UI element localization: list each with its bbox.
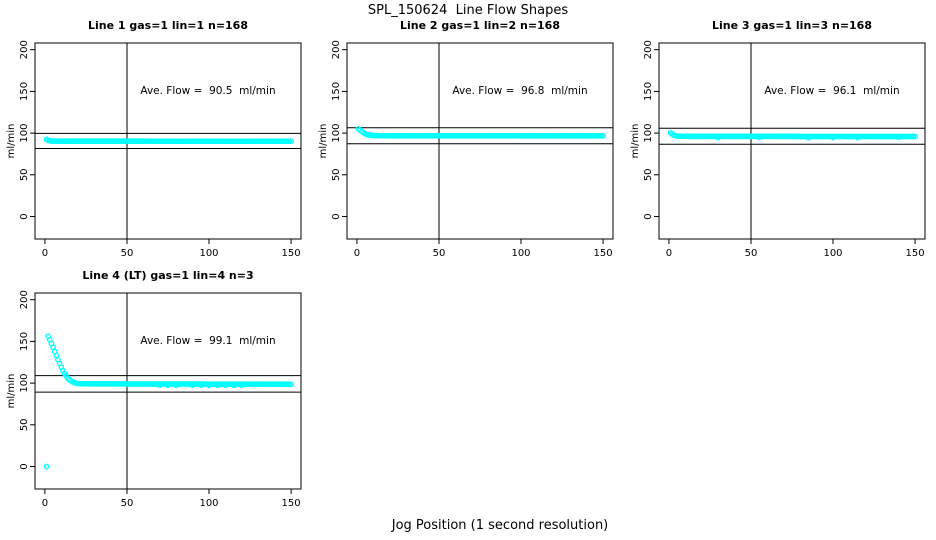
data-point [805,134,812,141]
data-point [288,138,294,145]
plot-panel-line-3: Line 3 gas=1 lin=3 n=168 0 50 100 150 0 50 100… [624,18,936,270]
data-point [214,382,221,389]
plot-panel-line-2: Line 2 gas=1 lin=2 n=168 0 50 100 150 0 50 100… [312,18,624,270]
x-tick-label: 50 [745,248,758,259]
x-tick-label: 0 [42,248,48,259]
data-point [197,382,204,389]
panel-plot-svg: 0 50 100 150 0 50 100 150 200 ml/min [6,290,302,509]
x-tick-label: 50 [121,248,134,259]
plot-box [346,42,614,240]
data-point [189,382,196,389]
data-points [43,136,294,145]
y-tick-label: 50 [19,418,30,431]
y-axis-unit-label: ml/min [318,124,329,159]
x-tick-label: 150 [282,498,301,509]
ave-flow-annotation: Ave. Flow = 99.1 ml/min [140,335,276,347]
data-point [43,463,50,470]
y-tick-label: 50 [19,168,30,181]
data-point [854,134,861,141]
x-tick-label: 100 [823,248,842,259]
data-point [912,133,918,140]
x-tick-label: 150 [594,248,613,259]
y-tick-label: 150 [19,332,30,351]
y-tick-label: 50 [331,168,342,181]
x-tick-label: 0 [354,248,360,259]
panel-plot-svg: 0 50 100 150 0 50 100 150 200 ml/min [318,40,614,259]
y-tick-label: 100 [19,374,30,393]
plot-box [658,42,926,240]
x-tick-label: 150 [282,248,301,259]
y-axis-unit-label: ml/min [6,374,17,409]
x-tick-label: 50 [433,248,446,259]
y-axis-unit-label: ml/min [630,124,641,159]
x-tick-label: 100 [199,498,218,509]
data-point [206,382,212,389]
plot-panel-line-4: Line 4 (LT) gas=1 lin=4 n=3 0 50 100 150 0 50… [0,268,312,520]
x-axis-label: Jog Position (1 second resolution) [391,518,609,533]
panel-title: Line 4 (LT) gas=1 lin=4 n=3 [82,269,254,282]
data-point [715,134,721,141]
ave-flow-annotation: Ave. Flow = 90.5 ml/min [140,85,276,97]
data-points [43,333,294,470]
y-tick-label: 100 [643,124,654,143]
plot-box [34,42,302,240]
y-tick-label: 0 [19,463,30,469]
data-point [156,382,163,388]
data-point [288,381,294,388]
x-tick-label: 0 [42,498,48,509]
data-point [830,134,836,141]
y-tick-label: 50 [643,168,654,181]
x-tick-label: 50 [121,498,134,509]
panel-title: Line 3 gas=1 lin=3 n=168 [711,19,872,32]
panel-title: Line 2 gas=1 lin=2 n=168 [399,19,560,32]
y-tick-label: 100 [19,124,30,143]
y-tick-label: 0 [643,213,654,219]
y-tick-label: 150 [331,82,342,101]
y-tick-label: 100 [331,124,342,143]
y-tick-label: 0 [19,213,30,219]
panel-title: Line 1 gas=1 lin=1 n=168 [87,19,248,32]
plot-panel-line-1: Line 1 gas=1 lin=1 n=168 0 50 100 150 0 50 100… [0,18,312,270]
data-point [600,133,606,139]
data-point [222,382,229,389]
data-point [895,134,902,141]
ave-flow-annotation: Ave. Flow = 96.8 ml/min [452,85,588,97]
y-tick-label: 200 [331,40,342,59]
y-tick-label: 200 [643,40,654,59]
x-tick-label: 150 [906,248,925,259]
figure-title: SPL_150624 Line Flow Shapes [367,3,569,18]
data-point [165,382,171,389]
ave-flow-annotation: Ave. Flow = 96.1 ml/min [764,85,900,97]
panel-plot-svg: 0 50 100 150 0 50 100 150 200 ml/min [6,40,302,259]
y-tick-label: 150 [643,82,654,101]
y-tick-label: 200 [19,290,30,309]
data-point [756,134,763,141]
y-tick-label: 0 [331,213,342,219]
data-point [230,382,237,389]
data-points [355,126,606,139]
plot-box [34,292,302,490]
y-axis-unit-label: ml/min [6,124,17,159]
x-tick-label: 0 [666,248,672,259]
x-tick-label: 100 [199,248,218,259]
y-tick-label: 150 [19,82,30,101]
data-point [173,382,180,389]
data-points [667,129,918,141]
y-tick-label: 200 [19,40,30,59]
panel-plot-svg: 0 50 100 150 0 50 100 150 200 ml/min [630,40,926,259]
data-point [239,382,245,389]
x-tick-label: 100 [511,248,530,259]
